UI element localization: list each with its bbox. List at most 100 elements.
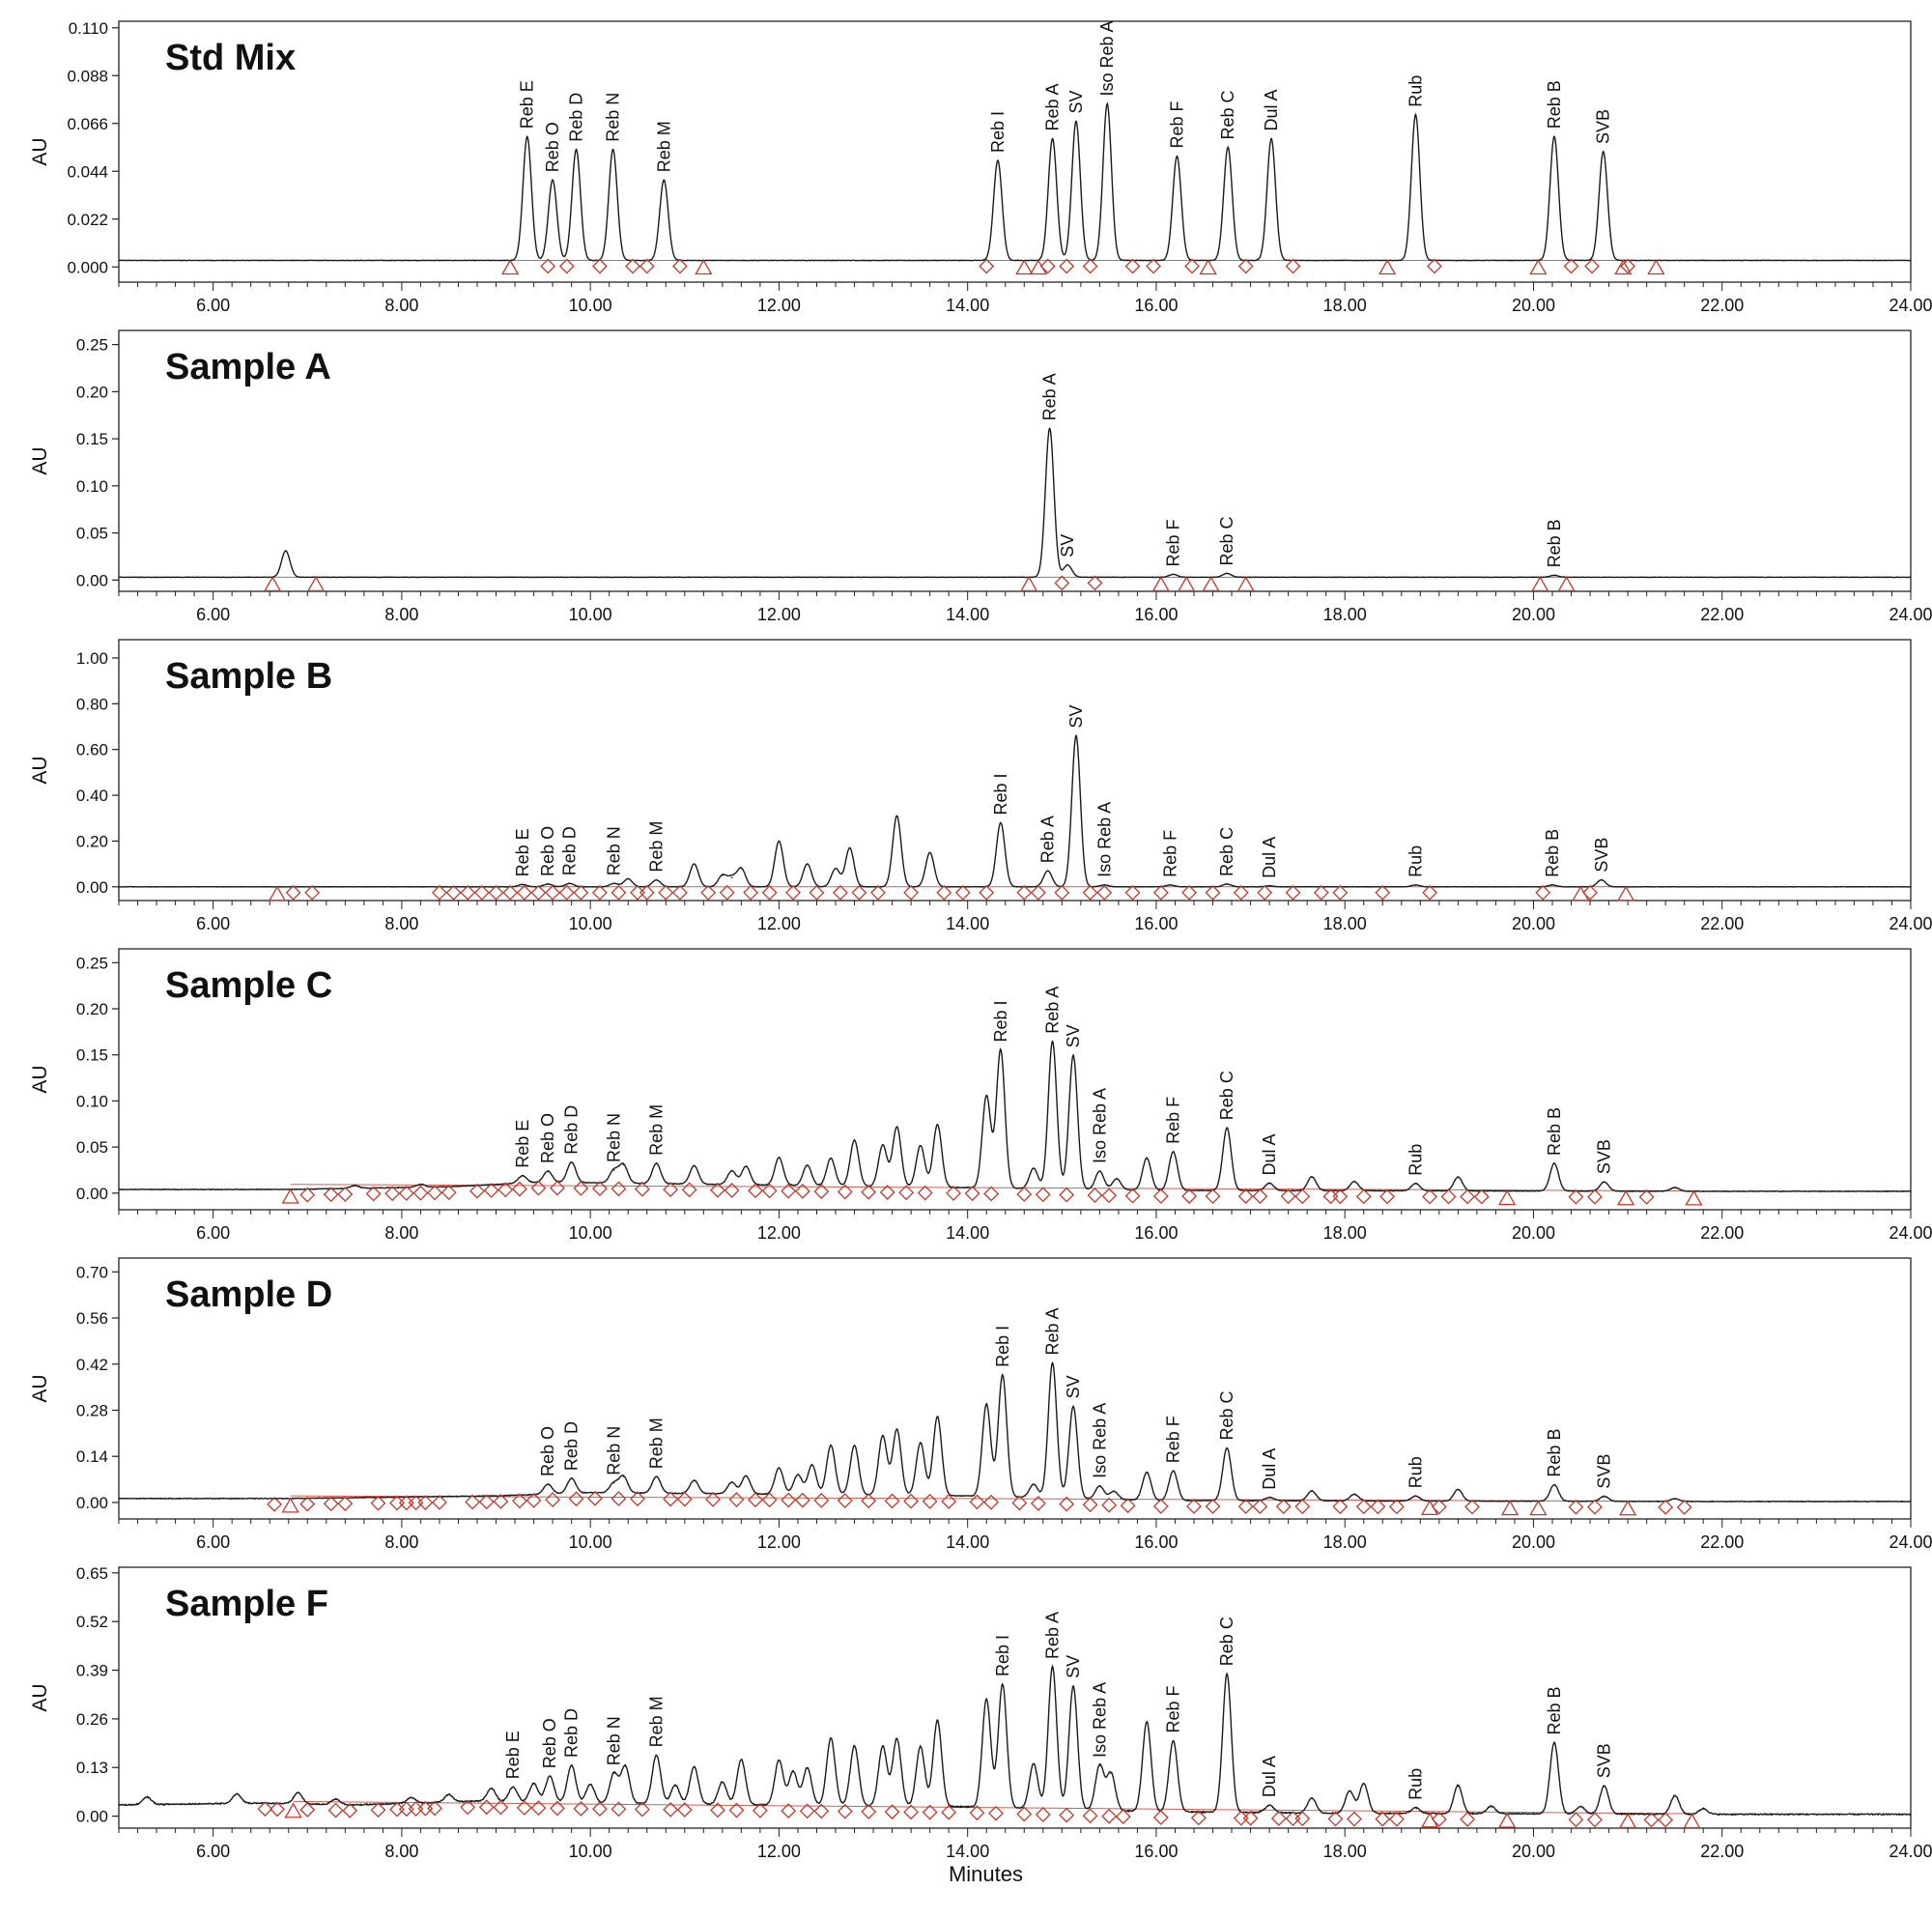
peak-end-marker xyxy=(1294,1811,1311,1827)
peak-end-marker xyxy=(1101,1808,1118,1824)
x-tick-label: 24.00 xyxy=(1889,1842,1932,1861)
peak-point xyxy=(848,846,851,849)
peak-end-marker xyxy=(1257,884,1273,901)
peak-point xyxy=(920,1745,922,1748)
peak-end-marker xyxy=(1016,1806,1033,1822)
peak-end-marker xyxy=(832,884,848,901)
x-tick-label: 10.00 xyxy=(569,296,612,315)
peak-label: Reb M xyxy=(647,1104,667,1156)
peak-end-marker xyxy=(573,884,589,901)
x-tick-label: 16.00 xyxy=(1134,1532,1178,1552)
peak-end-marker xyxy=(611,1801,627,1818)
peak-point xyxy=(570,1764,573,1766)
peak-point xyxy=(730,1169,733,1172)
peak-end-marker xyxy=(398,1495,414,1511)
x-tick-label: 24.00 xyxy=(1889,1223,1932,1243)
peak-point xyxy=(985,1095,988,1097)
peak-point xyxy=(1457,1176,1460,1178)
peak-point xyxy=(1172,573,1175,576)
peak-point xyxy=(1033,1762,1035,1764)
peak-label: Reb E xyxy=(503,1731,523,1779)
peak-end-marker xyxy=(1205,884,1221,901)
peak-point xyxy=(936,1124,939,1126)
x-tick-label: 12.00 xyxy=(757,1842,801,1861)
y-tick-label: 0.10 xyxy=(76,1092,108,1110)
peak-end-marker xyxy=(1427,258,1442,274)
peak-point xyxy=(1414,884,1417,886)
peak-label: Reb F xyxy=(1164,1097,1183,1144)
peak-end-marker xyxy=(813,1803,830,1819)
peak-label: Reb A xyxy=(1043,1307,1063,1355)
peak-end-marker xyxy=(676,1491,693,1507)
peak-end-marker xyxy=(1370,1499,1386,1515)
x-tick-label: 16.00 xyxy=(1134,296,1178,315)
peak-point xyxy=(1169,884,1172,886)
y-axis-label: AU xyxy=(29,446,51,474)
peak-end-marker xyxy=(432,1494,447,1510)
peak-end-marker xyxy=(1059,1187,1075,1203)
peak-end-marker xyxy=(781,1492,797,1508)
peak-label: Reb D xyxy=(562,1708,582,1758)
peak-end-marker xyxy=(1568,1188,1584,1205)
x-tick-label: 16.00 xyxy=(1134,1842,1178,1861)
x-tick-label: 22.00 xyxy=(1700,1223,1744,1243)
peak-end-marker xyxy=(917,1185,933,1201)
peak-point xyxy=(522,1174,524,1177)
y-tick-label: 0.20 xyxy=(76,832,108,850)
y-axis-label: AU xyxy=(29,756,51,784)
peak-end-marker xyxy=(969,1805,985,1821)
peak-start-marker xyxy=(1029,259,1048,275)
peak-point xyxy=(1457,1785,1460,1787)
peak-end-marker xyxy=(1375,884,1391,901)
x-tick-label: 16.00 xyxy=(1134,1223,1178,1243)
peak-end-marker xyxy=(946,1185,961,1201)
peak-point xyxy=(1002,1374,1004,1376)
panel-title: Std Mix xyxy=(165,38,296,78)
peak-point xyxy=(882,1435,884,1437)
peak-end-marker xyxy=(530,1800,547,1817)
x-tick-label: 24.00 xyxy=(1889,605,1932,624)
peak-point xyxy=(1033,1167,1035,1169)
peak-label: Reb N xyxy=(604,93,623,142)
peak-point xyxy=(806,1766,809,1769)
peak-point xyxy=(1353,1493,1355,1496)
peak-point xyxy=(1172,1739,1175,1742)
peak-end-marker xyxy=(922,1493,938,1509)
peak-end-marker xyxy=(1332,884,1349,901)
peak-label: Reb B xyxy=(1545,519,1564,567)
peak-label: Reb F xyxy=(1164,1416,1183,1463)
peak-end-marker xyxy=(1658,1499,1674,1515)
peak-label: Reb O xyxy=(543,122,562,172)
x-tick-label: 12.00 xyxy=(757,914,801,933)
y-tick-label: 0.56 xyxy=(76,1309,108,1328)
peak-end-marker xyxy=(870,884,886,901)
peak-start-marker xyxy=(1529,259,1548,275)
peak-end-marker xyxy=(1181,1188,1198,1204)
peak-point xyxy=(740,1759,743,1761)
peak-point xyxy=(285,550,287,552)
peak-point xyxy=(612,1481,615,1484)
peak-end-marker xyxy=(705,1491,721,1507)
peak-end-marker xyxy=(568,1491,584,1507)
x-tick-label: 18.00 xyxy=(1323,296,1367,315)
peak-end-marker xyxy=(813,1492,830,1508)
peak-point xyxy=(490,1787,493,1789)
x-tick-label: 22.00 xyxy=(1700,914,1744,933)
peak-point xyxy=(1000,1048,1002,1051)
peak-point xyxy=(1226,883,1228,885)
peak-end-marker xyxy=(630,1491,645,1507)
peak-point xyxy=(627,877,630,880)
peak-end-marker xyxy=(1332,1188,1349,1205)
peak-point xyxy=(895,1428,898,1431)
peak-end-marker xyxy=(1101,1497,1118,1513)
peak-point xyxy=(1553,574,1555,577)
peak-end-marker xyxy=(1355,1188,1372,1205)
peak-point xyxy=(447,1793,450,1796)
peak-end-marker xyxy=(587,1490,603,1506)
peak-end-marker xyxy=(743,884,759,901)
peak-end-marker xyxy=(1237,1188,1254,1205)
peak-start-marker xyxy=(1618,1813,1637,1829)
peak-end-marker xyxy=(488,884,504,901)
peak-point xyxy=(920,1144,922,1147)
peak-end-marker xyxy=(1242,1810,1259,1826)
